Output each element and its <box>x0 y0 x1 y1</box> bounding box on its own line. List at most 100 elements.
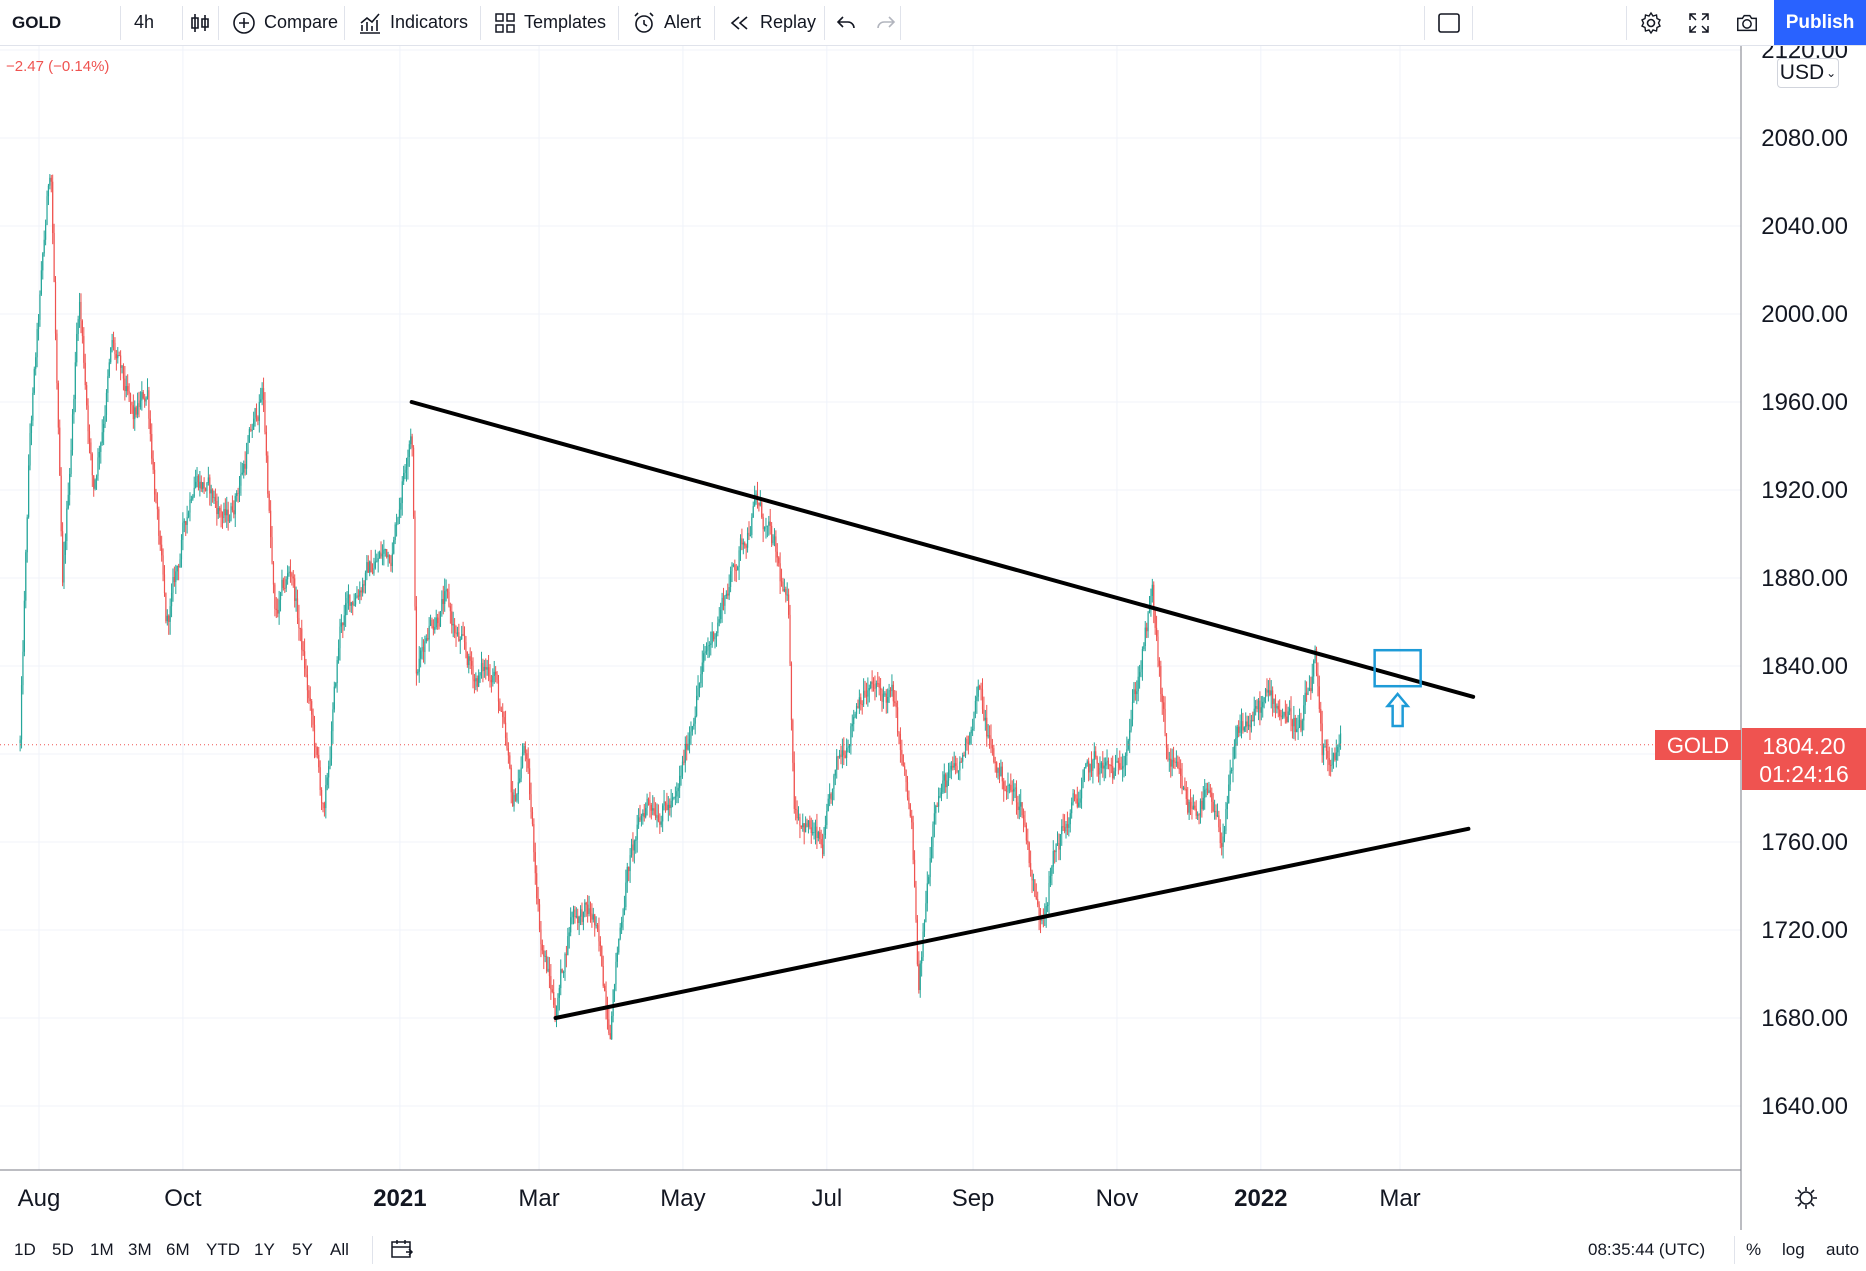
candle-body <box>255 408 258 418</box>
candle-body <box>565 954 568 956</box>
candle-body <box>1163 702 1165 709</box>
candle-body <box>964 738 967 756</box>
alert-button[interactable]: Alert <box>620 0 712 45</box>
axis-settings-button[interactable] <box>1795 1187 1817 1209</box>
indicators-button[interactable]: Indicators <box>346 0 478 45</box>
range-button-1d[interactable]: 1D <box>14 1240 36 1259</box>
candle-body <box>544 955 546 957</box>
candle-body <box>844 755 846 758</box>
candle-body <box>54 281 57 334</box>
candle-body <box>500 710 502 712</box>
symbol-search[interactable]: GOLD <box>0 0 120 45</box>
candle-body <box>517 782 519 795</box>
candle-body <box>118 355 120 357</box>
fullscreen-button[interactable] <box>1676 0 1722 45</box>
ascending-support-trendline[interactable] <box>553 826 1471 1020</box>
range-button-3m[interactable]: 3M <box>128 1240 152 1259</box>
candle-body <box>686 743 688 750</box>
candle-body <box>465 642 467 652</box>
candle-body <box>78 301 81 320</box>
range-button-5y[interactable]: 5Y <box>292 1240 313 1259</box>
candle-body <box>582 911 584 922</box>
candle-body <box>710 643 712 645</box>
range-button-1m[interactable]: 1M <box>90 1240 114 1259</box>
candle-body <box>138 403 140 408</box>
candle-body <box>1066 823 1069 828</box>
candle-body <box>955 763 957 766</box>
range-button-1y[interactable]: 1Y <box>254 1240 275 1259</box>
candle-body <box>1157 636 1159 661</box>
range-button-5d[interactable]: 5D <box>52 1240 74 1259</box>
candle-body <box>415 606 418 674</box>
undo-button[interactable] <box>826 0 866 45</box>
breakout-box-annotation[interactable] <box>1373 648 1422 688</box>
candle-body <box>732 564 735 566</box>
candle-body <box>1304 692 1306 706</box>
toolbar-divider <box>1734 1236 1735 1264</box>
candle-body <box>161 544 163 556</box>
settings-button[interactable] <box>1628 0 1674 45</box>
price-tick-label: 1760.00 <box>1761 829 1848 856</box>
log-toggle[interactable]: log <box>1782 1240 1805 1259</box>
descending-resistance-trendline[interactable] <box>409 400 1476 699</box>
interval-button[interactable]: 4h <box>122 0 182 45</box>
candle-body <box>115 354 117 359</box>
candle-body <box>145 397 147 402</box>
camera-icon <box>1735 11 1759 35</box>
candle-body <box>1305 692 1308 695</box>
candle-body <box>1291 720 1294 727</box>
price-tick-label: 1920.00 <box>1761 477 1848 504</box>
candle-body <box>46 196 48 225</box>
candle-body <box>981 689 984 710</box>
templates-button[interactable]: Templates <box>482 0 616 45</box>
candle-body <box>804 823 807 833</box>
candle-body <box>131 402 133 406</box>
candle-body <box>718 619 720 623</box>
compare-button[interactable]: Compare <box>220 0 342 45</box>
time-axis[interactable]: Aug Oct 2021 Mar May Jul Sep Nov 2022 Mar <box>18 1185 1421 1212</box>
clock-readout[interactable]: 08:35:44 (UTC) <box>1588 1240 1706 1259</box>
candle-body <box>299 627 301 629</box>
candle-body <box>483 666 485 671</box>
candle-body <box>330 731 333 759</box>
snapshot-button[interactable] <box>1724 0 1770 45</box>
range-button-6m[interactable]: 6M <box>166 1240 190 1259</box>
auto-toggle[interactable]: auto <box>1826 1240 1860 1259</box>
candle-body <box>509 755 511 768</box>
candle-body <box>1192 805 1194 810</box>
toolbar-divider <box>1626 6 1627 40</box>
layout-button[interactable] <box>1426 0 1472 45</box>
breakout-arrow-annotation[interactable] <box>1384 692 1411 728</box>
candle-body <box>711 631 713 644</box>
candle-body <box>1018 806 1020 811</box>
candle-body <box>1280 716 1282 718</box>
publish-button[interactable]: Publish <box>1774 0 1866 45</box>
currency-selector[interactable]: USD ⌄ <box>1777 58 1839 88</box>
candle-body <box>1024 819 1026 826</box>
replay-button[interactable]: Replay <box>716 0 824 45</box>
percent-toggle[interactable]: % <box>1746 1240 1762 1259</box>
candle-body <box>854 714 856 718</box>
candle-body <box>224 509 226 516</box>
candle-body <box>237 493 239 495</box>
range-button-all[interactable]: All <box>330 1240 349 1259</box>
price-tick-label: 2000.00 <box>1761 301 1848 328</box>
candle-body <box>584 902 586 912</box>
price-chart[interactable]: 2120.002080.002040.002000.001960.001920.… <box>0 46 1866 1230</box>
candle-body <box>507 748 509 756</box>
candle-body <box>53 232 55 282</box>
candle-body <box>1313 660 1315 677</box>
date-range-button[interactable] <box>390 1238 414 1265</box>
candle-body <box>148 390 150 419</box>
price-axis[interactable]: 2120.002080.002040.002000.001960.001920.… <box>1761 46 1848 1120</box>
candle-body <box>1126 749 1128 756</box>
candle-body <box>810 827 812 833</box>
candle-body <box>1257 700 1260 710</box>
range-button-ytd[interactable]: YTD <box>206 1240 240 1259</box>
candle-body <box>29 433 31 466</box>
chart-type-button[interactable] <box>184 0 216 45</box>
candle-body <box>1021 802 1023 816</box>
candle-body <box>1061 826 1063 835</box>
candle-body <box>1003 781 1005 790</box>
redo-button[interactable] <box>866 0 906 45</box>
